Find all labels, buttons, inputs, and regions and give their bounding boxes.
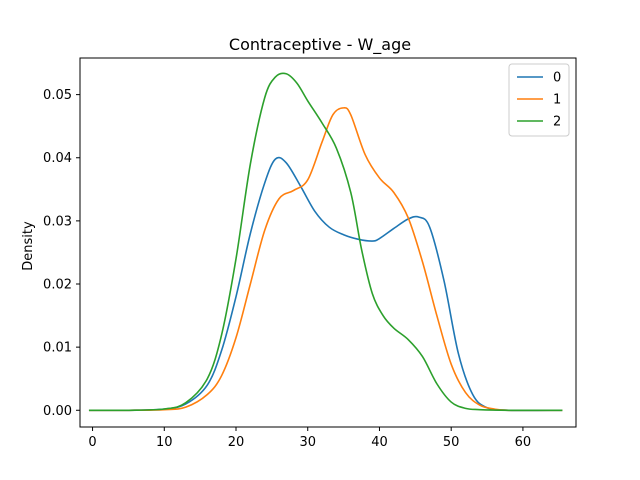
x-tick-label: 60 [515,435,532,450]
x-tick-label: 40 [371,435,388,450]
y-tick-label: 0.05 [43,88,72,103]
y-tick-label: 0.01 [43,341,72,356]
y-tick-label: 0.03 [43,214,72,229]
y-tick-label: 0.04 [43,151,72,166]
legend-box [508,63,570,137]
legend-label-2: 2 [553,115,561,130]
legend-label-1: 1 [553,93,561,108]
x-tick-label: 10 [156,435,173,450]
legend: 0 1 2 [508,63,570,137]
x-tick-label: 50 [443,435,460,450]
x-tick-label: 20 [228,435,245,450]
x-tick-label: 30 [299,435,316,450]
y-tick-label: 0.00 [43,404,72,419]
series-line-1 [88,107,563,412]
y-axis-label: Density [21,221,36,271]
x-axis-ticks: 0 10 20 30 40 50 60 [88,427,531,450]
series-line-0 [88,156,563,412]
chart-title: Contraceptive - W_age [229,35,411,55]
plot-frame [79,57,577,428]
legend-label-0: 0 [553,71,561,86]
x-tick-label: 0 [88,435,96,450]
y-tick-label: 0.02 [43,278,72,293]
series-line-2 [88,72,563,412]
plot-lines [88,72,563,412]
y-axis-ticks: 0.00 0.01 0.02 0.03 0.04 0.05 [43,88,80,419]
